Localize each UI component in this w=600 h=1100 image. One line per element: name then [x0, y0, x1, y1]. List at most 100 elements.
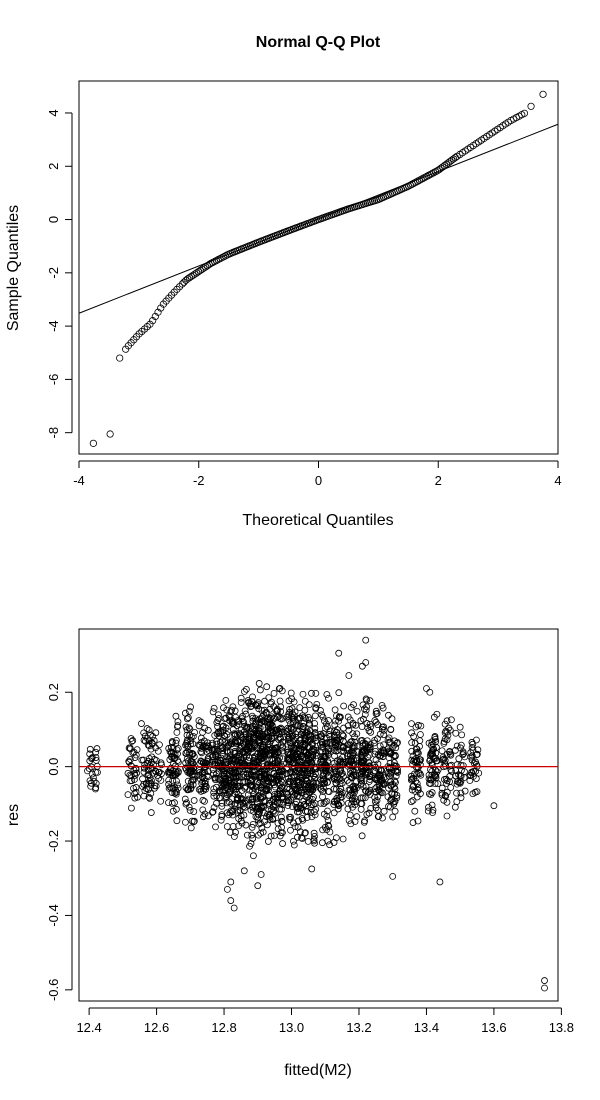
data-point [173, 728, 181, 736]
data-point [422, 172, 431, 181]
data-point [311, 839, 318, 847]
data-point [147, 790, 155, 797]
data-point [220, 765, 228, 773]
data-point [226, 748, 234, 756]
data-point [389, 872, 397, 880]
data-point [255, 680, 263, 687]
data-point [263, 762, 271, 769]
data-point [443, 779, 450, 787]
data-point [128, 737, 136, 745]
data-point [220, 779, 228, 787]
data-point [245, 795, 253, 803]
data-point [338, 731, 346, 739]
x-tick-label: 13.0 [279, 1020, 304, 1035]
data-point [218, 743, 226, 751]
y-tick-label: -4 [46, 320, 61, 332]
data-point [448, 156, 456, 164]
data-point [222, 793, 230, 800]
data-point [173, 285, 181, 293]
data-point [222, 724, 230, 732]
data-point [433, 167, 441, 175]
data-point [306, 743, 314, 751]
data-point [287, 768, 295, 776]
data-point [231, 707, 239, 715]
data-point [323, 812, 331, 820]
data-point [378, 725, 386, 733]
data-point [183, 731, 191, 739]
data-point [373, 797, 381, 804]
data-point [294, 823, 302, 831]
data-point [224, 749, 232, 756]
data-point [331, 774, 338, 781]
data-point [331, 706, 339, 714]
data-point [146, 755, 153, 762]
plot-title: Normal Q-Q Plot [256, 34, 381, 51]
data-points [89, 90, 547, 447]
data-point [305, 701, 313, 709]
data-point [351, 785, 358, 793]
data-point [424, 807, 432, 815]
data-point [408, 729, 415, 737]
y-tick-label: 4 [46, 109, 61, 116]
data-point [347, 704, 355, 711]
data-point [150, 737, 158, 744]
data-point [259, 802, 267, 810]
data-point [260, 732, 267, 739]
data-point [321, 779, 328, 787]
data-point [129, 749, 137, 757]
data-point [440, 755, 448, 763]
data-point [219, 783, 226, 791]
data-point [249, 820, 257, 828]
data-point [214, 716, 222, 724]
data-point [324, 816, 332, 824]
data-point [199, 796, 207, 804]
data-point [390, 759, 398, 767]
data-point [171, 751, 179, 758]
data-point [220, 732, 228, 739]
data-point [431, 734, 439, 741]
data-point [215, 711, 222, 719]
data-point [446, 157, 454, 166]
data-point [456, 779, 464, 787]
data-point [366, 786, 374, 794]
data-point [277, 708, 285, 715]
data-point [377, 777, 385, 785]
data-point [452, 729, 460, 737]
data-point [288, 742, 295, 750]
data-point [140, 736, 148, 744]
data-point [261, 746, 269, 754]
data-point [385, 772, 393, 780]
data-point [372, 707, 380, 715]
data-point [187, 737, 195, 744]
data-point [443, 728, 451, 736]
data-point [263, 821, 271, 829]
data-point [241, 688, 248, 695]
x-tick-label: 13.4 [414, 1020, 439, 1035]
data-point [293, 757, 301, 765]
data-point [363, 696, 371, 704]
data-point [335, 689, 343, 697]
data-point [183, 738, 191, 746]
data-point [225, 712, 233, 720]
data-point [317, 799, 325, 807]
data-point [361, 747, 369, 755]
data-point [362, 636, 370, 644]
data-point [541, 984, 548, 992]
data-point [364, 724, 371, 731]
data-point [135, 330, 143, 338]
data-point [234, 782, 242, 790]
data-point [372, 710, 380, 718]
data-point [186, 725, 194, 733]
data-point [259, 828, 267, 836]
data-point [225, 811, 233, 819]
plot-frame [78, 80, 559, 455]
data-point [312, 705, 320, 713]
data-point [394, 769, 402, 776]
data-point [241, 784, 249, 792]
plot-frame [78, 628, 559, 1002]
data-point [171, 754, 179, 762]
y-tick-label: -2 [46, 267, 61, 279]
data-point [333, 767, 340, 775]
data-point [229, 822, 237, 830]
